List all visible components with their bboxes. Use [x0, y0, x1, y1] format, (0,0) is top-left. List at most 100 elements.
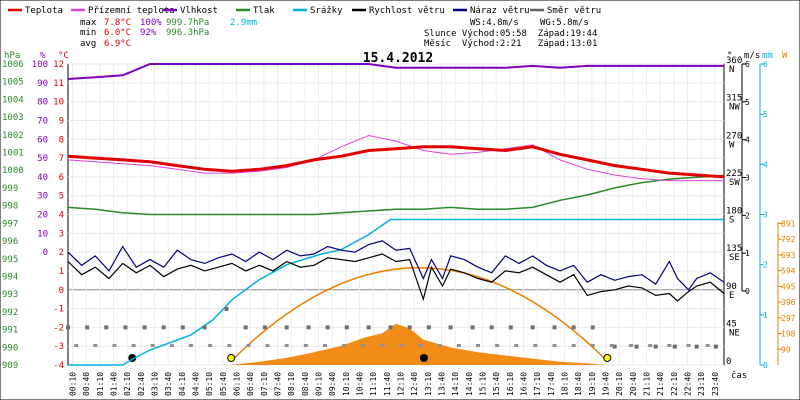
wind-dir-point: [629, 344, 634, 347]
pct-tick-label: 50: [37, 154, 48, 164]
legend-label: Přízemní teplota: [88, 6, 175, 16]
wind-dir-point: [262, 325, 267, 330]
wind-dir-point: [325, 325, 330, 330]
dir-tick-label: 135: [726, 244, 742, 254]
wind-dir-point: [208, 344, 213, 347]
wind-dir-point: [495, 344, 500, 347]
plot-area: [66, 63, 725, 366]
stat-max-press: 999.7hPa: [166, 18, 209, 28]
w-tick-label: 99: [781, 345, 791, 354]
w-tick-label: 594: [781, 267, 796, 276]
stat-avg-label: avg: [80, 39, 96, 49]
wind-dir-point: [612, 344, 617, 349]
legend-label: Rychlost větru: [369, 6, 445, 16]
wind-dir-point: [571, 344, 576, 347]
press-tick-label: 996: [2, 237, 18, 247]
x-tick-label: 14:10: [451, 372, 460, 396]
legend-label: Směr větru: [547, 6, 601, 16]
wind-dir-point: [169, 344, 174, 347]
wind-dir-point: [448, 325, 453, 330]
ms-tick-label: 2: [745, 211, 750, 220]
x-tick-label: 10:10: [342, 372, 351, 396]
left-unit-deg: °C: [58, 51, 69, 61]
temp-tick-label: 6: [59, 173, 64, 183]
x-tick-label: 04:10: [178, 372, 187, 396]
mm-tick-label: 6: [763, 60, 768, 69]
chart-title: 15.4.2012: [363, 51, 433, 66]
wind-dir-point: [426, 325, 431, 330]
dir-tick-label: SE: [729, 253, 740, 263]
pct-tick-label: 90: [37, 79, 48, 89]
x-tick-label: 05:10: [205, 372, 214, 396]
x-tick-label: 21:10: [643, 372, 652, 396]
mm-tick-label: 5: [763, 110, 768, 119]
temp-tick-label: 4: [59, 211, 64, 221]
x-tick-label: 23:40: [711, 372, 720, 396]
pct-tick-label: 40: [37, 173, 48, 183]
pct-tick-label: 80: [37, 98, 48, 108]
x-tick-label: 11:10: [369, 372, 378, 396]
ms-tick-label: 6: [745, 60, 750, 69]
x-tick-label: 21:40: [656, 372, 665, 396]
wind-dir-point: [634, 344, 639, 349]
ms-tick-label: 5: [745, 98, 750, 107]
stat-min-label: min: [80, 28, 96, 38]
wind-dir-point: [243, 325, 248, 330]
wind-dir-point: [74, 344, 79, 347]
sun-path: [230, 266, 608, 362]
temp-tick-label: 5: [59, 192, 64, 202]
dir-tick-label: 225: [726, 169, 742, 179]
dir-tick-label: E: [729, 291, 734, 301]
wind-dir-point: [380, 344, 385, 347]
wind-dir-point: [476, 344, 480, 347]
wind-dir-point: [694, 344, 699, 349]
x-tick-label: 15:40: [492, 372, 501, 396]
stat-max-label: max: [80, 18, 97, 28]
wind-dir-point: [552, 325, 557, 330]
temp-tick-label: 3: [59, 229, 64, 239]
x-tick-label: 13:40: [438, 372, 447, 396]
stat-ws: WS:4.8m/s: [470, 18, 519, 28]
x-tick-label: 09:10: [315, 372, 324, 396]
wind-dir-point: [342, 344, 347, 347]
x-tick-label: 07:10: [260, 372, 269, 396]
legend-label: Srážky: [310, 6, 343, 16]
dir-tick-label: SW: [729, 178, 740, 188]
wind-dir-point: [686, 344, 691, 347]
wind-dir-point: [653, 344, 658, 349]
moonset-marker: [419, 354, 428, 362]
wind-dir-point: [123, 325, 128, 330]
wind-dir-point: [508, 325, 513, 330]
x-tick-label: 02:10: [123, 372, 132, 396]
press-tick-label: 994: [2, 272, 18, 282]
x-tick-label: 20:40: [629, 372, 638, 396]
dir-tick-label: 45: [726, 319, 737, 329]
x-tick-label: 20:10: [615, 372, 624, 396]
x-tick-label: 03:10: [151, 372, 160, 396]
stat-min-temp: 6.0°C: [104, 28, 131, 38]
right-unit-w: W: [782, 51, 788, 61]
stat-min-hum: 92%: [140, 28, 157, 38]
x-tick-label: 06:40: [246, 372, 255, 396]
press-tick-label: 993: [2, 290, 18, 300]
wind-dir-point: [246, 344, 251, 347]
dir-tick-label: 270: [726, 131, 742, 141]
wind-dir-point: [284, 325, 289, 330]
wind-dir-point: [150, 344, 155, 347]
pct-tick-label: 30: [37, 192, 48, 202]
mm-tick-label: 2: [763, 261, 768, 270]
wind-dir-point: [456, 344, 461, 347]
temp-tick-label: 8: [59, 135, 64, 145]
wind-dir-point: [514, 344, 519, 347]
left-unit-pct: %: [40, 51, 46, 61]
wind-dir-point: [227, 344, 232, 347]
pressure-line: [67, 174, 725, 216]
x-tick-label: 17:10: [533, 372, 542, 396]
w-tick-label: 198: [781, 330, 796, 339]
wind-dir-point: [306, 325, 311, 330]
x-tick-label: 04:40: [192, 372, 201, 396]
dir-tick-label: 180: [726, 207, 742, 217]
x-tick-label: 18:10: [561, 372, 570, 396]
right-unit-dir: °: [727, 51, 732, 61]
temp-tick-label: -4: [53, 361, 64, 371]
